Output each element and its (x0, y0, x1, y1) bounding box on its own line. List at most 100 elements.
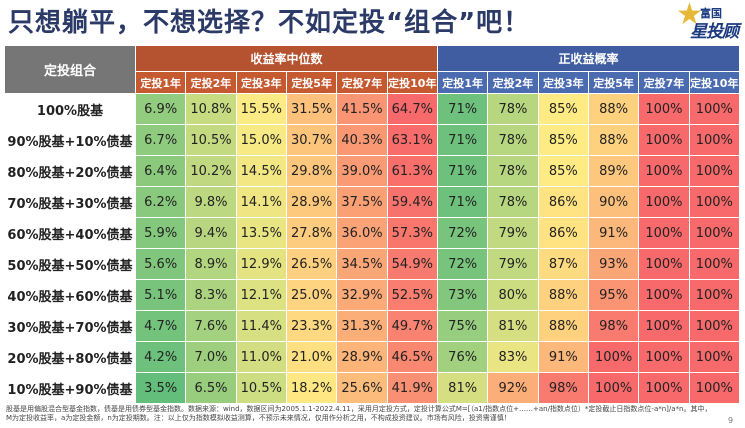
median-return-cell: 7.6% (185, 310, 237, 342)
positive-probability-cell: 98% (537, 372, 589, 404)
positive-probability-cell: 100% (688, 217, 741, 249)
positive-probability-cell: 71% (436, 186, 489, 218)
positive-probability-cell: 88% (537, 279, 589, 311)
median-return-cell: 31.3% (336, 310, 388, 342)
positive-probability-cell: 100% (638, 279, 690, 311)
median-return-cell: 61.3% (386, 155, 438, 187)
median-return-cell: 29.8% (285, 155, 338, 187)
median-return-cell: 26.5% (285, 248, 338, 280)
median-period-header: 定投2年 (185, 71, 237, 94)
brand-logo: ★ 富国 星投顾 (676, 0, 742, 42)
positive-probability-cell: 78% (487, 93, 539, 125)
positive-probability-cell: 88% (587, 93, 640, 125)
row-label: 80%股基+20%债基 (4, 155, 136, 187)
positive-probability-cell: 71% (436, 93, 489, 125)
positive-probability-cell: 100% (638, 93, 690, 125)
table-row: 30%股基+70%债基 4.7% 7.6% 11.4% 23.3% 31.3% 49.7% 7… (4, 310, 741, 342)
median-period-header: 定投3年 (235, 71, 287, 94)
median-return-cell: 14.1% (235, 186, 287, 218)
median-return-cell: 10.2% (185, 155, 237, 187)
median-return-cell: 59.4% (386, 186, 438, 218)
dca-portfolio-table: 定投组合 收益率中位数 正收益概率 定投1年 定投2年 定投3年 定投5年 定投7年 定投… (4, 45, 741, 404)
row-label: 10%股基+90%债基 (4, 372, 136, 404)
positive-probability-cell: 95% (587, 279, 640, 311)
table-row: 10%股基+90%债基 3.5% 6.5% 10.5% 18.2% 25.6% 41.9% 8… (4, 372, 741, 404)
positive-probability-cell: 73% (436, 279, 489, 311)
corner-header: 定投组合 (4, 45, 136, 94)
row-label: 20%股基+80%债基 (4, 341, 136, 373)
positive-probability-cell: 100% (688, 341, 741, 373)
median-return-cell: 46.5% (386, 341, 438, 373)
median-return-cell: 40.3% (336, 124, 388, 156)
prob-period-header: 定投3年 (537, 71, 589, 94)
prob-period-header: 定投10年 (688, 71, 741, 94)
positive-probability-cell: 100% (688, 310, 741, 342)
median-return-cell: 10.5% (185, 124, 237, 156)
median-return-cell: 3.5% (134, 372, 187, 404)
positive-probability-cell: 100% (638, 155, 690, 187)
median-return-cell: 37.5% (336, 186, 388, 218)
positive-probability-cell: 93% (587, 248, 640, 280)
table-row: 80%股基+20%债基 6.4% 10.2% 14.5% 29.8% 39.0% 61.3%… (4, 155, 741, 187)
positive-probability-cell: 92% (487, 372, 539, 404)
positive-probability-cell: 100% (638, 341, 690, 373)
prob-group-header: 正收益概率 (436, 45, 741, 72)
median-return-cell: 39.0% (336, 155, 388, 187)
positive-probability-cell: 100% (638, 186, 690, 218)
positive-probability-cell: 80% (487, 279, 539, 311)
positive-probability-cell: 91% (537, 341, 589, 373)
median-return-cell: 5.9% (134, 217, 187, 249)
footnote: 股基是用偏股混合型基金指数，债基是用债券型基金指数。数据来源：wind，数据区间… (6, 405, 712, 422)
median-return-cell: 25.6% (336, 372, 388, 404)
median-period-header: 定投1年 (134, 71, 187, 94)
positive-probability-cell: 81% (436, 372, 489, 404)
row-label: 50%股基+50%债基 (4, 248, 136, 280)
median-return-cell: 23.3% (285, 310, 338, 342)
median-return-cell: 52.5% (386, 279, 438, 311)
positive-probability-cell: 100% (688, 186, 741, 218)
median-return-cell: 32.9% (336, 279, 388, 311)
positive-probability-cell: 85% (537, 93, 589, 125)
median-return-cell: 57.3% (386, 217, 438, 249)
positive-probability-cell: 75% (436, 310, 489, 342)
positive-probability-cell: 90% (587, 186, 640, 218)
positive-probability-cell: 100% (587, 372, 640, 404)
positive-probability-cell: 100% (638, 124, 690, 156)
prob-period-header: 定投1年 (436, 71, 489, 94)
positive-probability-cell: 100% (688, 155, 741, 187)
positive-probability-cell: 100% (688, 279, 741, 311)
median-return-cell: 63.1% (386, 124, 438, 156)
median-return-cell: 12.1% (235, 279, 287, 311)
positive-probability-cell: 83% (487, 341, 539, 373)
median-return-cell: 31.5% (285, 93, 338, 125)
row-label: 90%股基+10%债基 (4, 124, 136, 156)
median-return-cell: 14.5% (235, 155, 287, 187)
positive-probability-cell: 76% (436, 341, 489, 373)
row-label: 30%股基+70%债基 (4, 310, 136, 342)
median-return-cell: 4.7% (134, 310, 187, 342)
median-return-cell: 9.4% (185, 217, 237, 249)
median-return-cell: 11.4% (235, 310, 287, 342)
positive-probability-cell: 85% (537, 124, 589, 156)
median-return-cell: 41.9% (386, 372, 438, 404)
median-return-cell: 5.6% (134, 248, 187, 280)
table-row: 70%股基+30%债基 6.2% 9.8% 14.1% 28.9% 37.5% 59.4% 7… (4, 186, 741, 218)
median-return-cell: 9.8% (185, 186, 237, 218)
positive-probability-cell: 88% (587, 124, 640, 156)
positive-probability-cell: 100% (638, 217, 690, 249)
positive-probability-cell: 85% (537, 155, 589, 187)
median-return-cell: 21.0% (285, 341, 338, 373)
prob-period-header: 定投2年 (487, 71, 539, 94)
positive-probability-cell: 100% (638, 248, 690, 280)
logo-line1: 富国 (700, 7, 722, 20)
table-row: 50%股基+50%债基 5.6% 8.9% 12.9% 26.5% 34.5% 54.9% 7… (4, 248, 741, 280)
table-row: 20%股基+80%债基 4.2% 7.0% 11.0% 21.0% 28.9% 46.5% 7… (4, 341, 741, 373)
median-return-cell: 11.0% (235, 341, 287, 373)
star-icon: ★ (676, 0, 703, 32)
positive-probability-cell: 86% (537, 186, 589, 218)
prob-period-header: 定投7年 (638, 71, 690, 94)
median-return-cell: 5.1% (134, 279, 187, 311)
median-return-cell: 10.5% (235, 372, 287, 404)
positive-probability-cell: 100% (638, 310, 690, 342)
row-label: 70%股基+30%债基 (4, 186, 136, 218)
